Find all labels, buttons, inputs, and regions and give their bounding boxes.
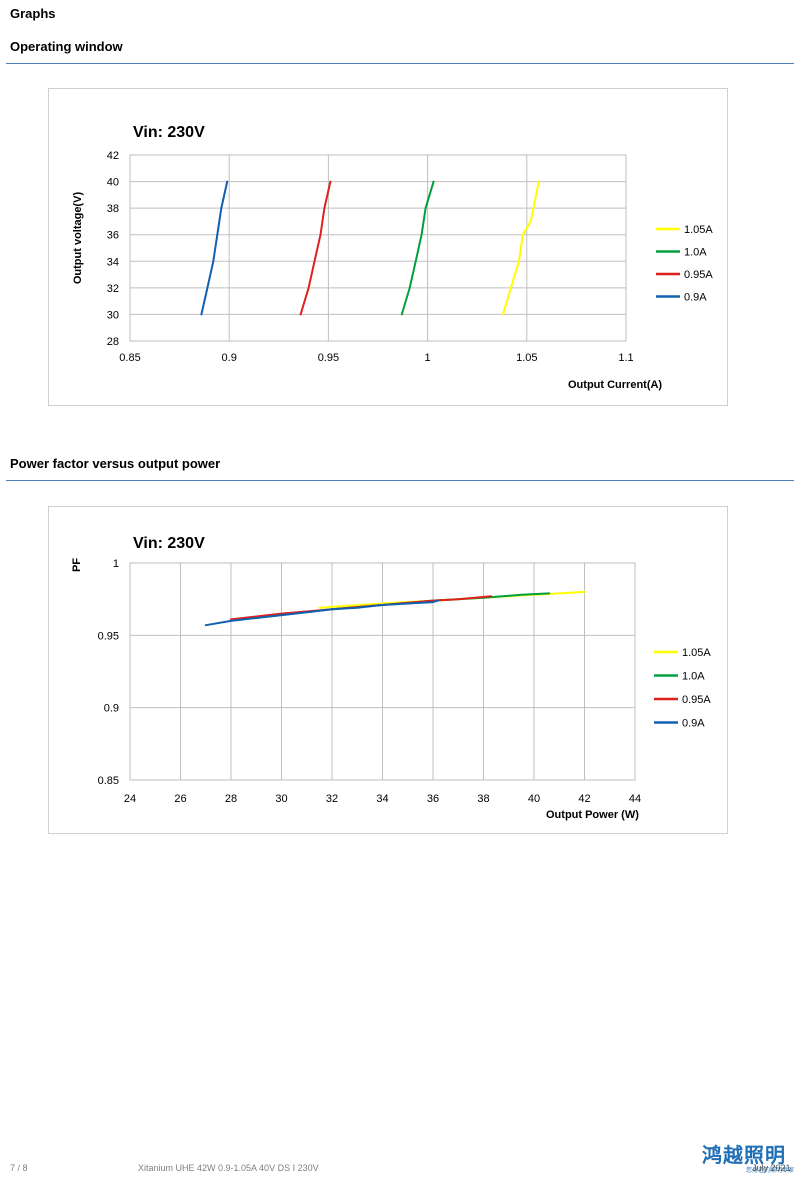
y-tick-label: 36 <box>107 230 119 242</box>
y-tick-label: 28 <box>107 336 119 348</box>
section-divider <box>6 480 794 481</box>
legend-label: 0.95A <box>682 694 711 706</box>
x-tick-label: 30 <box>275 793 287 805</box>
series-line-1 <box>400 180 435 316</box>
x-tick-label: 26 <box>174 793 186 805</box>
y-tick-label: 40 <box>107 177 119 189</box>
series-line-1 <box>267 592 551 618</box>
legend-label: 1.0A <box>684 247 707 259</box>
section-divider <box>6 63 794 64</box>
logo-text: 鸿越照明 <box>702 1143 786 1167</box>
x-tick-label: 0.9 <box>222 352 237 364</box>
section-title-power-factor: Power factor versus output power <box>10 456 221 471</box>
legend-label: 0.9A <box>682 718 705 730</box>
chart-title: Vin: 230V <box>133 124 205 141</box>
footer-page-number: 7 / 8 <box>10 1163 28 1173</box>
x-tick-label: 1 <box>425 352 431 364</box>
x-tick-label: 1.1 <box>618 352 633 364</box>
x-tick-label: 38 <box>477 793 489 805</box>
company-logo: 鸿越照明 您身边的照明专家 <box>702 1144 794 1174</box>
power-factor-chart-frame: 24 26 28 30 32 34 36 38 40 42 44 0.85 0.9 0.95 1 Vin: 2… <box>48 506 728 834</box>
y-tick-label: 38 <box>107 203 119 215</box>
series-line-2 <box>299 180 332 316</box>
y-axis-label: PF <box>71 558 83 572</box>
x-tick-label: 34 <box>376 793 388 805</box>
operating-window-chart-frame: 0.85 0.9 0.95 1 1.05 1.1 28 30 32 34 36 38 40 42 Vin: … <box>48 88 728 406</box>
x-axis-label: Output Power (W) <box>546 809 639 821</box>
y-tick-label: 0.85 <box>98 775 119 787</box>
x-tick-label: 28 <box>225 793 237 805</box>
y-tick-label: 32 <box>107 283 119 295</box>
x-tick-label: 32 <box>326 793 338 805</box>
plot-area <box>129 154 627 342</box>
y-tick-label: 30 <box>107 309 119 321</box>
footer-product-name: Xitanium UHE 42W 0.9-1.05A 40V DS I 230V <box>138 1163 319 1173</box>
y-tick-label: 34 <box>107 256 119 268</box>
x-tick-label: 44 <box>629 793 641 805</box>
series-line-3 <box>204 599 440 627</box>
y-tick-label: 0.9 <box>104 703 119 715</box>
y-axis-label: Output voltage(V) <box>72 192 84 285</box>
y-tick-label: 42 <box>107 150 119 162</box>
legend-label: 1.0A <box>682 671 705 683</box>
logo-subtitle: 您身边的照明专家 <box>745 1167 794 1174</box>
x-tick-label: 40 <box>528 793 540 805</box>
section-title-operating-window: Operating window <box>10 39 123 54</box>
series-line-0 <box>502 180 540 316</box>
x-tick-label: 0.95 <box>318 352 339 364</box>
legend-label: 1.05A <box>684 224 713 236</box>
legend-label: 0.95A <box>684 269 713 281</box>
operating-window-chart: 0.85 0.9 0.95 1 1.05 1.1 28 30 32 34 36 38 40 42 Vin: … <box>72 124 713 391</box>
x-tick-label: 36 <box>427 793 439 805</box>
x-axis-label: Output Current(A) <box>568 379 662 391</box>
legend-label: 0.9A <box>684 292 707 304</box>
x-tick-label: 42 <box>578 793 590 805</box>
x-tick-label: 1.05 <box>516 352 537 364</box>
y-tick-label: 1 <box>113 558 119 570</box>
plot-area <box>129 562 636 781</box>
chart-title: Vin: 230V <box>133 535 205 552</box>
power-factor-chart: 24 26 28 30 32 34 36 38 40 42 44 0.85 0.9 0.95 1 Vin: 2… <box>71 535 711 821</box>
page-heading: Graphs <box>10 6 56 21</box>
legend-label: 1.05A <box>682 647 711 659</box>
series-line-3 <box>200 180 229 316</box>
x-tick-label: 0.85 <box>119 352 140 364</box>
y-tick-label: 0.95 <box>98 630 119 642</box>
footer-date: July 2021 <box>752 1163 791 1173</box>
x-tick-label: 24 <box>124 793 136 805</box>
